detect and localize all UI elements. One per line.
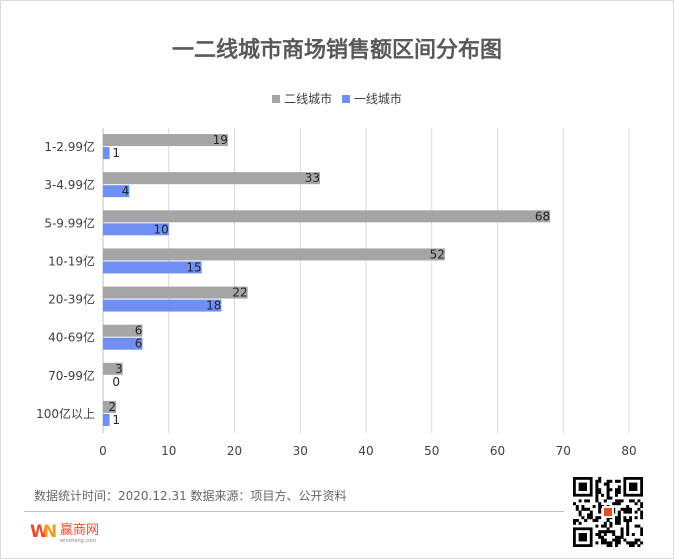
bar-second-tier-4 — [103, 286, 248, 299]
legend-item-first-tier: 一线城市 — [341, 90, 402, 107]
x-tick-label-80: 80 — [621, 444, 636, 458]
chart-legend: 二线城市 一线城市 — [0, 90, 674, 107]
x-tick-label-40: 40 — [358, 444, 373, 458]
legend-swatch-second-tier — [272, 94, 281, 103]
data-label-second-tier-2: 68 — [535, 209, 550, 223]
bar-second-tier-6 — [103, 362, 123, 375]
data-label-second-tier-0: 19 — [213, 133, 228, 147]
bar-first-tier-5 — [103, 337, 143, 350]
legend-item-second-tier: 二线城市 — [272, 90, 332, 107]
bar-first-tier-3 — [103, 261, 202, 274]
data-label-first-tier-1: 4 — [122, 184, 130, 198]
footer-note: 数据统计时间：2020.12.31 数据来源：项目方、公开资料 — [34, 489, 347, 503]
qr-code — [573, 477, 643, 547]
bar-first-tier-7 — [103, 413, 110, 426]
bar-second-tier-0 — [103, 134, 228, 147]
category-label-7: 100亿以上 — [36, 406, 95, 421]
data-label-first-tier-5: 6 — [135, 337, 143, 351]
category-label-6: 70-99亿 — [48, 368, 95, 383]
bar-first-tier-4 — [103, 299, 222, 312]
x-tick-label-20: 20 — [227, 444, 242, 458]
logo-subtext: winshang.com — [60, 538, 96, 544]
bar-first-tier-0 — [103, 147, 110, 160]
x-tick-label-70: 70 — [556, 444, 571, 458]
x-tick-label-50: 50 — [424, 444, 439, 458]
footer-divider — [24, 511, 564, 512]
category-label-3: 10-19亿 — [48, 253, 95, 268]
category-label-4: 20-39亿 — [48, 292, 95, 307]
svg-text:N: N — [43, 522, 57, 542]
logo-text: 赢商网 — [60, 522, 99, 538]
data-label-first-tier-3: 15 — [186, 260, 201, 274]
bar-second-tier-2 — [103, 210, 551, 223]
x-tick-label-10: 10 — [161, 444, 176, 458]
data-label-second-tier-4: 22 — [232, 286, 247, 300]
data-label-first-tier-0: 1 — [112, 146, 120, 160]
bar-first-tier-1 — [103, 185, 130, 198]
data-label-second-tier-5: 6 — [135, 324, 143, 338]
data-label-first-tier-6: 0 — [112, 375, 120, 389]
bar-second-tier-7 — [103, 400, 117, 413]
legend-swatch-first-tier — [341, 94, 350, 103]
data-label-first-tier-4: 18 — [206, 299, 221, 313]
legend-label-second-tier: 二线城市 — [284, 92, 333, 106]
svg-text:W: W — [30, 522, 49, 542]
legend-label-first-tier: 一线城市 — [353, 92, 402, 106]
category-label-2: 5-9.99亿 — [44, 215, 95, 230]
bar-first-tier-2 — [103, 223, 169, 236]
category-label-1: 3-4.99亿 — [44, 177, 95, 192]
winshang-logo: W N 赢商网 winshang.com — [30, 522, 99, 544]
category-label-0: 1-2.99亿 — [44, 139, 95, 154]
category-label-5: 40-69亿 — [48, 330, 95, 345]
chart-title: 一二线城市商场销售额区间分布图 — [171, 38, 502, 63]
bar-second-tier-5 — [103, 324, 143, 337]
x-tick-label-60: 60 — [490, 444, 505, 458]
data-label-second-tier-1: 33 — [305, 171, 320, 185]
x-tick-label-0: 0 — [99, 444, 107, 458]
bar-second-tier-3 — [103, 248, 445, 261]
bar-second-tier-1 — [103, 172, 320, 185]
data-label-second-tier-7: 2 — [109, 400, 117, 414]
data-label-second-tier-6: 3 — [115, 362, 123, 376]
data-label-second-tier-3: 52 — [430, 247, 445, 261]
x-tick-label-30: 30 — [293, 444, 308, 458]
data-label-first-tier-2: 10 — [153, 222, 168, 236]
data-label-first-tier-7: 1 — [112, 413, 120, 427]
